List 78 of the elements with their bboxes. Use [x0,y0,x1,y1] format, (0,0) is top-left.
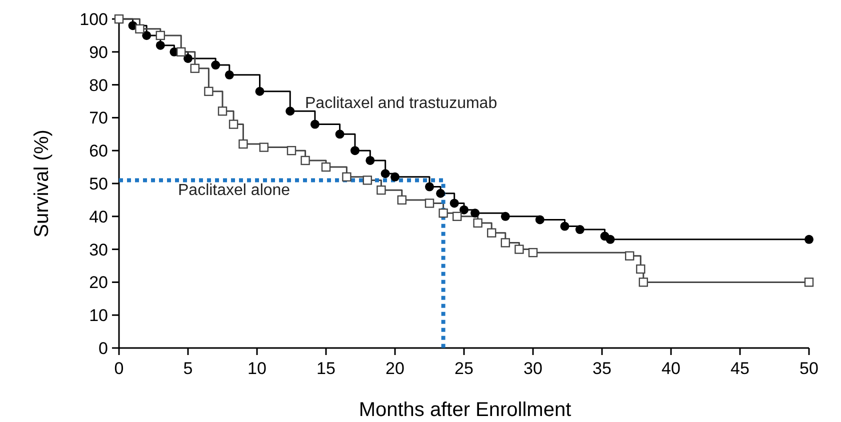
series-label: Paclitaxel and trastuzumab [305,95,498,112]
point [142,30,152,40]
point [425,182,434,192]
point [638,278,648,287]
point [606,234,615,244]
x-tick-label: 0 [114,359,124,378]
series-label: Paclitaxel alone [178,182,290,199]
point [528,248,538,258]
x-axis-title: Months after Enrollment [358,399,572,421]
x-tick-label: 40 [662,359,680,378]
point [350,146,360,156]
point [804,234,814,244]
y-axis-title: Survival (%) [31,130,53,238]
y-tick-label: 80 [89,76,108,95]
point [156,40,165,50]
point [211,60,220,70]
point [804,278,814,287]
x-tick-label: 20 [386,359,404,378]
point [238,139,248,149]
point [255,86,264,96]
point [575,225,584,234]
point [300,156,310,166]
point [376,185,386,195]
x-tick-label: 50 [800,359,818,378]
x-tick-label: 5 [183,359,193,378]
y-tick-label: 40 [89,207,108,226]
y-tick-label: 60 [89,142,108,161]
point [470,208,480,218]
y-tick-label: 70 [89,108,108,128]
point [390,172,400,182]
y-tick-label: 10 [89,306,108,326]
point [321,162,331,172]
point [487,228,496,238]
point [228,120,238,129]
point [514,244,524,254]
point [286,146,296,156]
point [184,54,192,63]
point [500,238,510,248]
y-tick-label: 50 [89,174,108,194]
point [436,188,446,198]
point [397,195,406,205]
point [473,218,482,228]
point [438,208,448,218]
y-tick-label: 0 [98,338,108,358]
x-tick-label: 45 [730,359,750,378]
y-tick-label: 30 [89,240,108,260]
point [190,64,200,73]
point [224,70,234,80]
point [380,169,390,178]
point [204,86,214,96]
point [636,264,646,274]
point [450,198,459,208]
point [176,47,186,56]
y-tick-label: 20 [89,273,108,292]
point [366,156,375,165]
point [560,222,570,231]
point [500,212,510,221]
y-tick-label: 100 [80,10,108,29]
point [310,120,320,129]
x-tick-label: 10 [248,359,266,378]
point [286,106,295,116]
y-tick-label: 90 [89,42,108,62]
point [424,198,434,208]
point [259,142,268,152]
point [218,106,228,116]
x-tick-label: 25 [454,359,474,378]
x-tick-label: 35 [592,359,612,378]
point [342,172,352,182]
point [460,205,468,214]
point [535,215,544,224]
x-tick-label: 15 [316,359,336,378]
point [335,130,344,139]
point [625,251,634,260]
point [452,212,462,221]
x-tick-label: 30 [524,359,542,378]
point [156,30,165,40]
point [135,24,144,34]
point [362,176,372,185]
